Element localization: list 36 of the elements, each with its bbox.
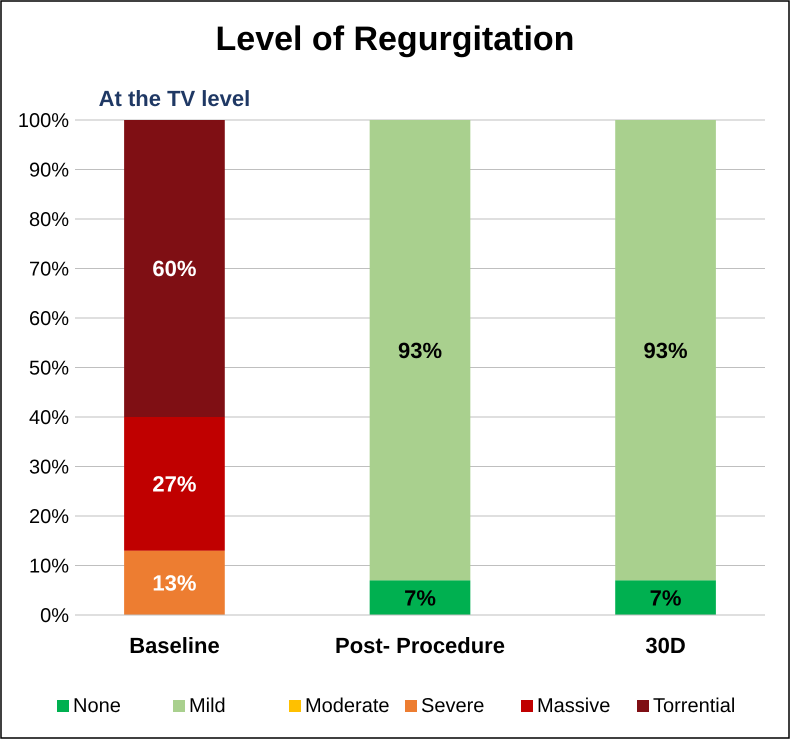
legend-label: Moderate [305,695,390,717]
data-label: 7% [650,585,682,610]
y-tick-label: 80% [28,209,70,231]
legend-label: Severe [421,695,484,717]
data-label: 93% [398,338,442,363]
x-tick-label: Baseline [129,633,220,658]
legend-label: Massive [537,695,610,717]
bar [370,580,470,615]
data-label: 93% [644,338,688,363]
legend-label: None [73,695,121,717]
y-tick-label: 60% [28,308,70,330]
y-tick-label: 40% [28,407,70,429]
data-label: 7% [404,585,436,610]
text: At the TV level [98,86,250,111]
data-label: 27% [152,472,196,497]
chart-title: Level of Regurgitation [216,20,574,58]
y-tick-label: 70% [28,258,70,280]
y-tick-label: 20% [28,506,70,528]
bar [370,120,470,580]
y-tick-label: 0% [40,605,70,627]
y-tick-label: 90% [28,160,70,182]
legend-label: Torrential [653,695,736,717]
bar [615,580,716,615]
y-tick-label: 10% [28,556,70,578]
y-tick-label: 50% [28,358,70,380]
data-label: 60% [152,256,196,282]
bar [124,550,225,615]
bar [124,120,225,417]
y-tick-label: 100% [18,110,70,132]
x-tick-label: Post- Procedure [335,633,505,658]
legend-label: Mild [189,695,226,717]
y-tick-label: 30% [28,456,70,478]
bar [615,120,716,580]
x-tick-label: 30D [645,633,686,658]
bar [124,417,225,551]
data-label: 13% [152,570,196,596]
